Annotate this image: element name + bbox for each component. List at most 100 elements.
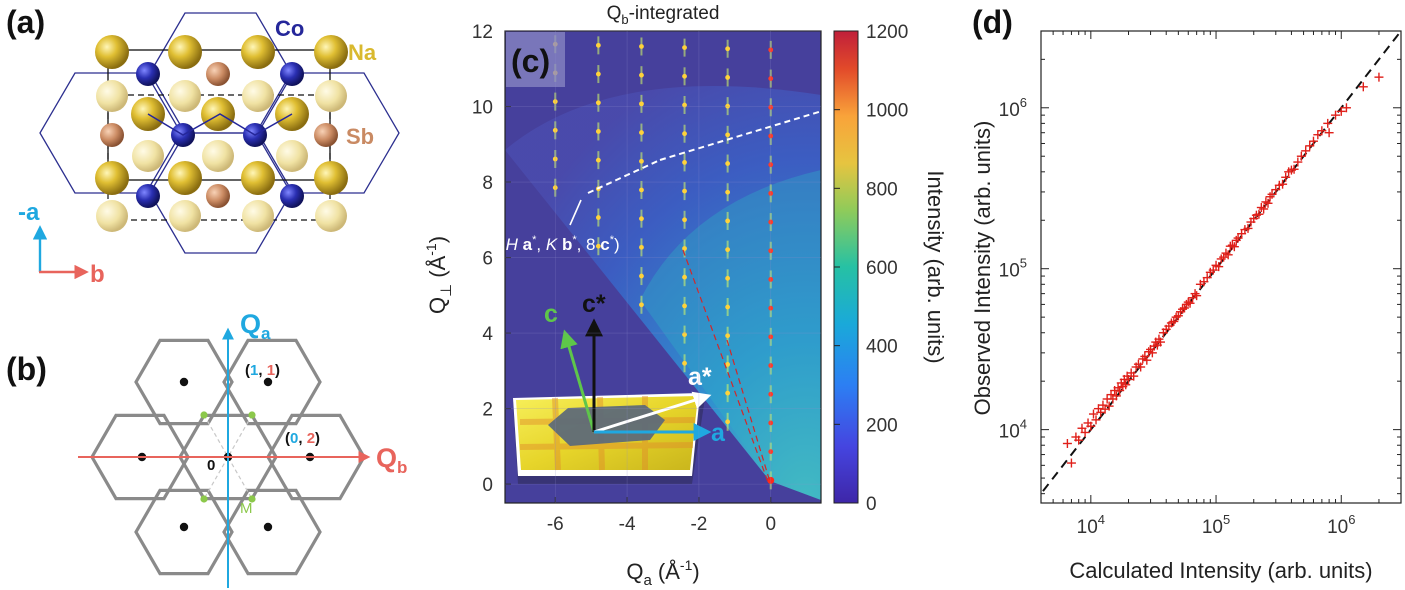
bragg-peak	[725, 333, 731, 339]
label-co: Co	[275, 16, 304, 41]
data-point	[1323, 118, 1333, 128]
data-point	[1173, 311, 1183, 321]
data-point	[1324, 128, 1334, 138]
zone-neighbor	[222, 488, 322, 576]
y-tick-label: 0	[482, 475, 493, 496]
panel-d: (d) 104 105 106 104 105 106 Calculated Intens…	[970, 4, 1402, 583]
y-tick-label: 105	[999, 256, 1027, 282]
reciprocal-point	[179, 522, 189, 532]
na-atom-lower	[202, 140, 234, 172]
data-point	[1208, 265, 1218, 275]
unit-cell-dashed	[107, 94, 331, 221]
data-point	[1178, 304, 1188, 314]
bragg-peak	[595, 243, 601, 249]
bragg-peak	[725, 189, 731, 195]
data-point	[1308, 136, 1318, 146]
label-c-star: c*	[582, 290, 606, 318]
na-atom-lower	[242, 80, 274, 112]
na-atom	[95, 35, 129, 69]
na-atom	[95, 161, 129, 195]
bragg-peak	[768, 104, 774, 110]
bragg-peak	[595, 71, 601, 77]
data-point	[1066, 458, 1076, 468]
data-point	[1155, 337, 1165, 347]
panel-d-letter: (d)	[972, 4, 1013, 40]
data-point	[1121, 380, 1131, 390]
scattering-fan	[505, 86, 821, 500]
data-point	[1147, 348, 1157, 358]
data-point	[1216, 254, 1226, 264]
bragg-peak	[725, 247, 731, 253]
data-point	[1267, 189, 1277, 199]
na-atom-lower	[169, 80, 201, 112]
label-origin: 0	[207, 457, 215, 474]
bragg-peak	[682, 274, 687, 280]
colorbar-tick-label: 200	[866, 415, 898, 436]
annotation-pointer	[569, 199, 582, 226]
label-point-1-1: (1, 1)	[245, 362, 280, 379]
co-atom	[136, 62, 160, 86]
x-tick-label: 105	[1202, 512, 1230, 538]
bragg-peak	[725, 161, 731, 166]
bragg-peak	[725, 46, 731, 52]
atom-group	[95, 35, 348, 232]
na-atom	[241, 35, 275, 69]
data-point	[1111, 391, 1121, 401]
bragg-peak	[725, 218, 731, 224]
bragg-peak	[639, 302, 644, 308]
bragg-peak	[639, 72, 644, 78]
x-tick-label: -6	[547, 514, 564, 535]
bragg-peak	[768, 133, 774, 139]
data-point	[1317, 126, 1327, 136]
x-tick-label: 104	[1077, 512, 1105, 538]
bragg-peak	[682, 303, 687, 309]
bragg-peak	[725, 103, 731, 109]
scatter-ylabel: Observed Intensity (arb. units)	[970, 121, 995, 416]
annotation-dashed-line-2	[659, 110, 821, 161]
sb-atom	[206, 184, 230, 208]
data-point	[1305, 141, 1315, 151]
data-point	[1088, 409, 1098, 419]
guide-line	[203, 414, 253, 500]
y-tick-label: 104	[999, 417, 1027, 443]
bragg-peak	[595, 215, 601, 220]
data-point	[1296, 151, 1306, 161]
data-point	[1261, 197, 1271, 207]
data-point	[1190, 289, 1200, 299]
data-point	[1278, 179, 1288, 189]
bragg-peak	[768, 420, 774, 426]
data-point	[1202, 273, 1212, 283]
reciprocal-point	[263, 377, 273, 387]
bragg-peak	[639, 273, 644, 279]
data-point	[1281, 172, 1291, 182]
bragg-peak	[639, 158, 644, 164]
panel-a: (a) Co Na Sb -a b	[6, 4, 400, 288]
red-dashed-line-2	[726, 339, 771, 483]
colorbar-tick-label: 800	[866, 179, 898, 200]
bragg-annotation: (H a*, K b*, 8 c*)	[500, 234, 620, 254]
data-point	[1214, 262, 1224, 272]
bragg-peak	[595, 42, 601, 48]
data-point	[1301, 146, 1311, 156]
arrow-a-star	[593, 391, 712, 434]
data-point	[1136, 362, 1146, 372]
na-atom	[314, 161, 348, 195]
colorbar-ticks: 0 200 400 600 800 1000 1200	[834, 22, 908, 515]
x-tick-label: -4	[619, 514, 636, 535]
bragg-peak	[552, 156, 558, 162]
label-minus-a: -a	[18, 199, 40, 226]
panel-a-letter: (a)	[6, 4, 45, 40]
data-point	[1331, 110, 1341, 120]
na-atom-lower	[96, 80, 128, 112]
data-point	[1263, 198, 1273, 208]
co-atom	[136, 184, 160, 208]
bragg-peak	[639, 44, 644, 49]
heatmap-title: Qb-integrated	[607, 3, 720, 27]
guide-line	[203, 414, 253, 500]
bragg-peak	[768, 334, 774, 340]
bragg-peak	[768, 76, 774, 81]
crystal-inset: c c* a* a	[513, 290, 726, 484]
colorbar-tick-label: 1000	[866, 101, 908, 122]
data-point	[1142, 355, 1152, 365]
